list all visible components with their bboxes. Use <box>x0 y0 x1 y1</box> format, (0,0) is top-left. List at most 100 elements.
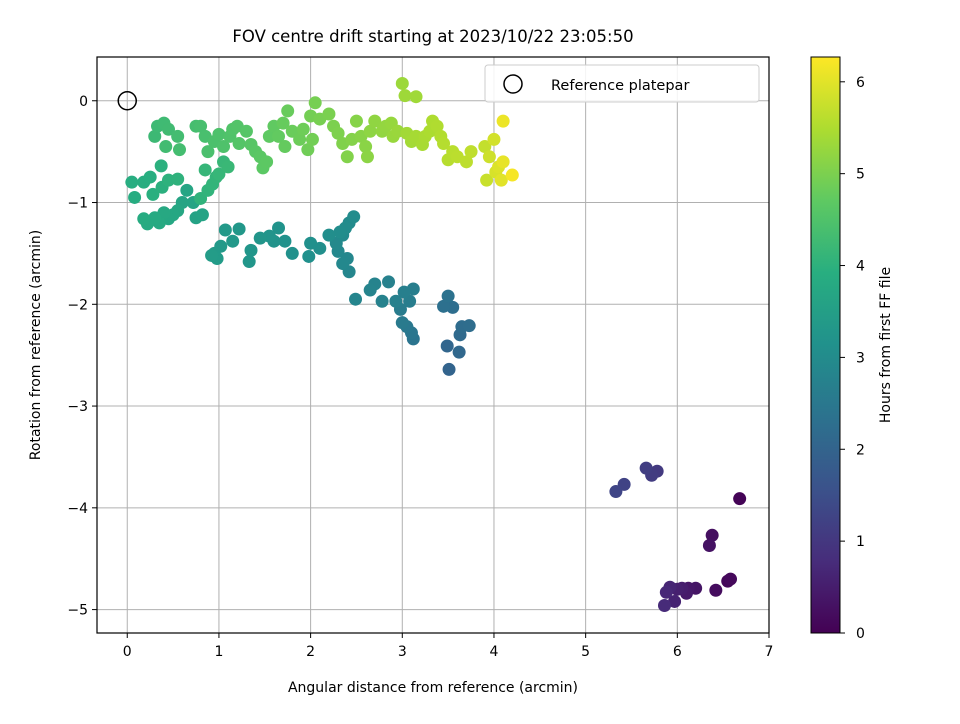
data-point <box>382 275 396 289</box>
x-axis-ticks: 0 1 2 3 4 5 6 7 <box>123 633 774 660</box>
data-point <box>242 255 256 269</box>
x-tick-label: 6 <box>673 644 682 660</box>
data-point <box>221 160 235 174</box>
data-point <box>180 183 194 197</box>
data-point <box>262 129 276 143</box>
data-point <box>154 159 168 173</box>
data-point <box>331 126 345 140</box>
data-point <box>260 155 274 169</box>
x-tick-label: 2 <box>306 644 315 660</box>
data-point <box>441 289 455 303</box>
data-point <box>232 222 246 236</box>
data-point <box>226 234 240 248</box>
data-point <box>304 236 318 250</box>
data-point <box>705 528 719 542</box>
data-point <box>359 140 373 154</box>
data-point <box>494 173 508 187</box>
data-point <box>232 137 246 151</box>
data-point <box>212 167 226 181</box>
data-point <box>440 339 454 353</box>
data-point <box>639 461 653 475</box>
data-point <box>340 150 354 164</box>
colorbar-tick-label: 3 <box>856 350 865 366</box>
x-tick-label: 1 <box>214 644 223 660</box>
data-point <box>349 114 363 128</box>
data-point <box>285 246 299 260</box>
data-point <box>397 285 411 299</box>
colorbar-tick-label: 2 <box>856 442 865 458</box>
x-tick-label: 7 <box>765 644 774 660</box>
legend-entry-label: Reference platepar <box>551 78 689 94</box>
data-point <box>293 132 307 146</box>
data-point <box>137 212 151 226</box>
x-tick-label: 4 <box>490 644 499 660</box>
data-point <box>322 107 336 121</box>
data-point <box>143 170 157 184</box>
data-point <box>146 187 160 201</box>
data-point <box>442 362 456 376</box>
legend-marker-icon <box>503 74 523 94</box>
data-point <box>278 234 292 248</box>
data-point <box>296 122 310 136</box>
data-point <box>459 155 473 169</box>
data-point <box>496 114 510 128</box>
data-point <box>148 129 162 143</box>
data-point <box>409 90 423 104</box>
data-point <box>347 210 361 224</box>
plot-frame <box>96 56 770 634</box>
data-point <box>244 243 258 257</box>
colorbar-tick-label: 5 <box>856 167 865 183</box>
data-point <box>668 594 682 608</box>
data-point <box>723 572 737 586</box>
data-point <box>487 132 501 146</box>
data-point <box>302 249 316 263</box>
colorbar: 0 1 2 3 4 5 6 Hours from first FF file <box>810 56 894 642</box>
data-point <box>368 114 382 128</box>
data-point <box>659 585 673 599</box>
data-point <box>276 116 290 130</box>
x-tick-label: 3 <box>398 644 407 660</box>
scatter-points <box>125 76 747 613</box>
data-point <box>395 76 409 90</box>
data-point <box>375 294 389 308</box>
data-point <box>333 225 347 239</box>
data-point <box>609 485 623 499</box>
data-point <box>360 150 374 164</box>
data-point <box>505 168 519 182</box>
colorbar-tick-label: 6 <box>856 75 865 91</box>
data-point <box>398 89 412 103</box>
colorbar-ticks: 0 1 2 3 4 5 6 <box>840 75 865 642</box>
data-point <box>482 150 496 164</box>
data-point <box>272 221 286 235</box>
grid-lines <box>97 57 770 633</box>
y-tick-label: −5 <box>67 603 88 619</box>
data-point <box>496 155 510 169</box>
x-tick-label: 5 <box>581 644 590 660</box>
data-point <box>218 223 232 237</box>
data-point <box>198 163 212 177</box>
x-axis-label: Angular distance from reference (arcmin) <box>288 680 578 696</box>
data-point <box>305 132 319 146</box>
x-tick-label: 0 <box>123 644 132 660</box>
data-point <box>336 257 350 271</box>
legend-box <box>484 64 760 103</box>
data-point <box>239 124 253 138</box>
y-tick-label: −1 <box>67 196 88 212</box>
legend: Reference platepar <box>484 64 760 103</box>
colorbar-tick-label: 1 <box>856 534 865 550</box>
data-point <box>173 143 187 157</box>
data-point <box>389 294 403 308</box>
data-point <box>301 143 315 157</box>
chart-title: FOV centre drift starting at 2023/10/22 … <box>232 27 633 46</box>
data-point <box>253 231 267 245</box>
data-point <box>125 175 139 189</box>
data-point <box>194 119 208 133</box>
data-point <box>212 127 226 141</box>
data-point <box>437 137 451 151</box>
data-point <box>480 173 494 187</box>
data-point <box>464 145 478 159</box>
data-point <box>159 140 173 154</box>
y-tick-label: −4 <box>67 501 88 517</box>
